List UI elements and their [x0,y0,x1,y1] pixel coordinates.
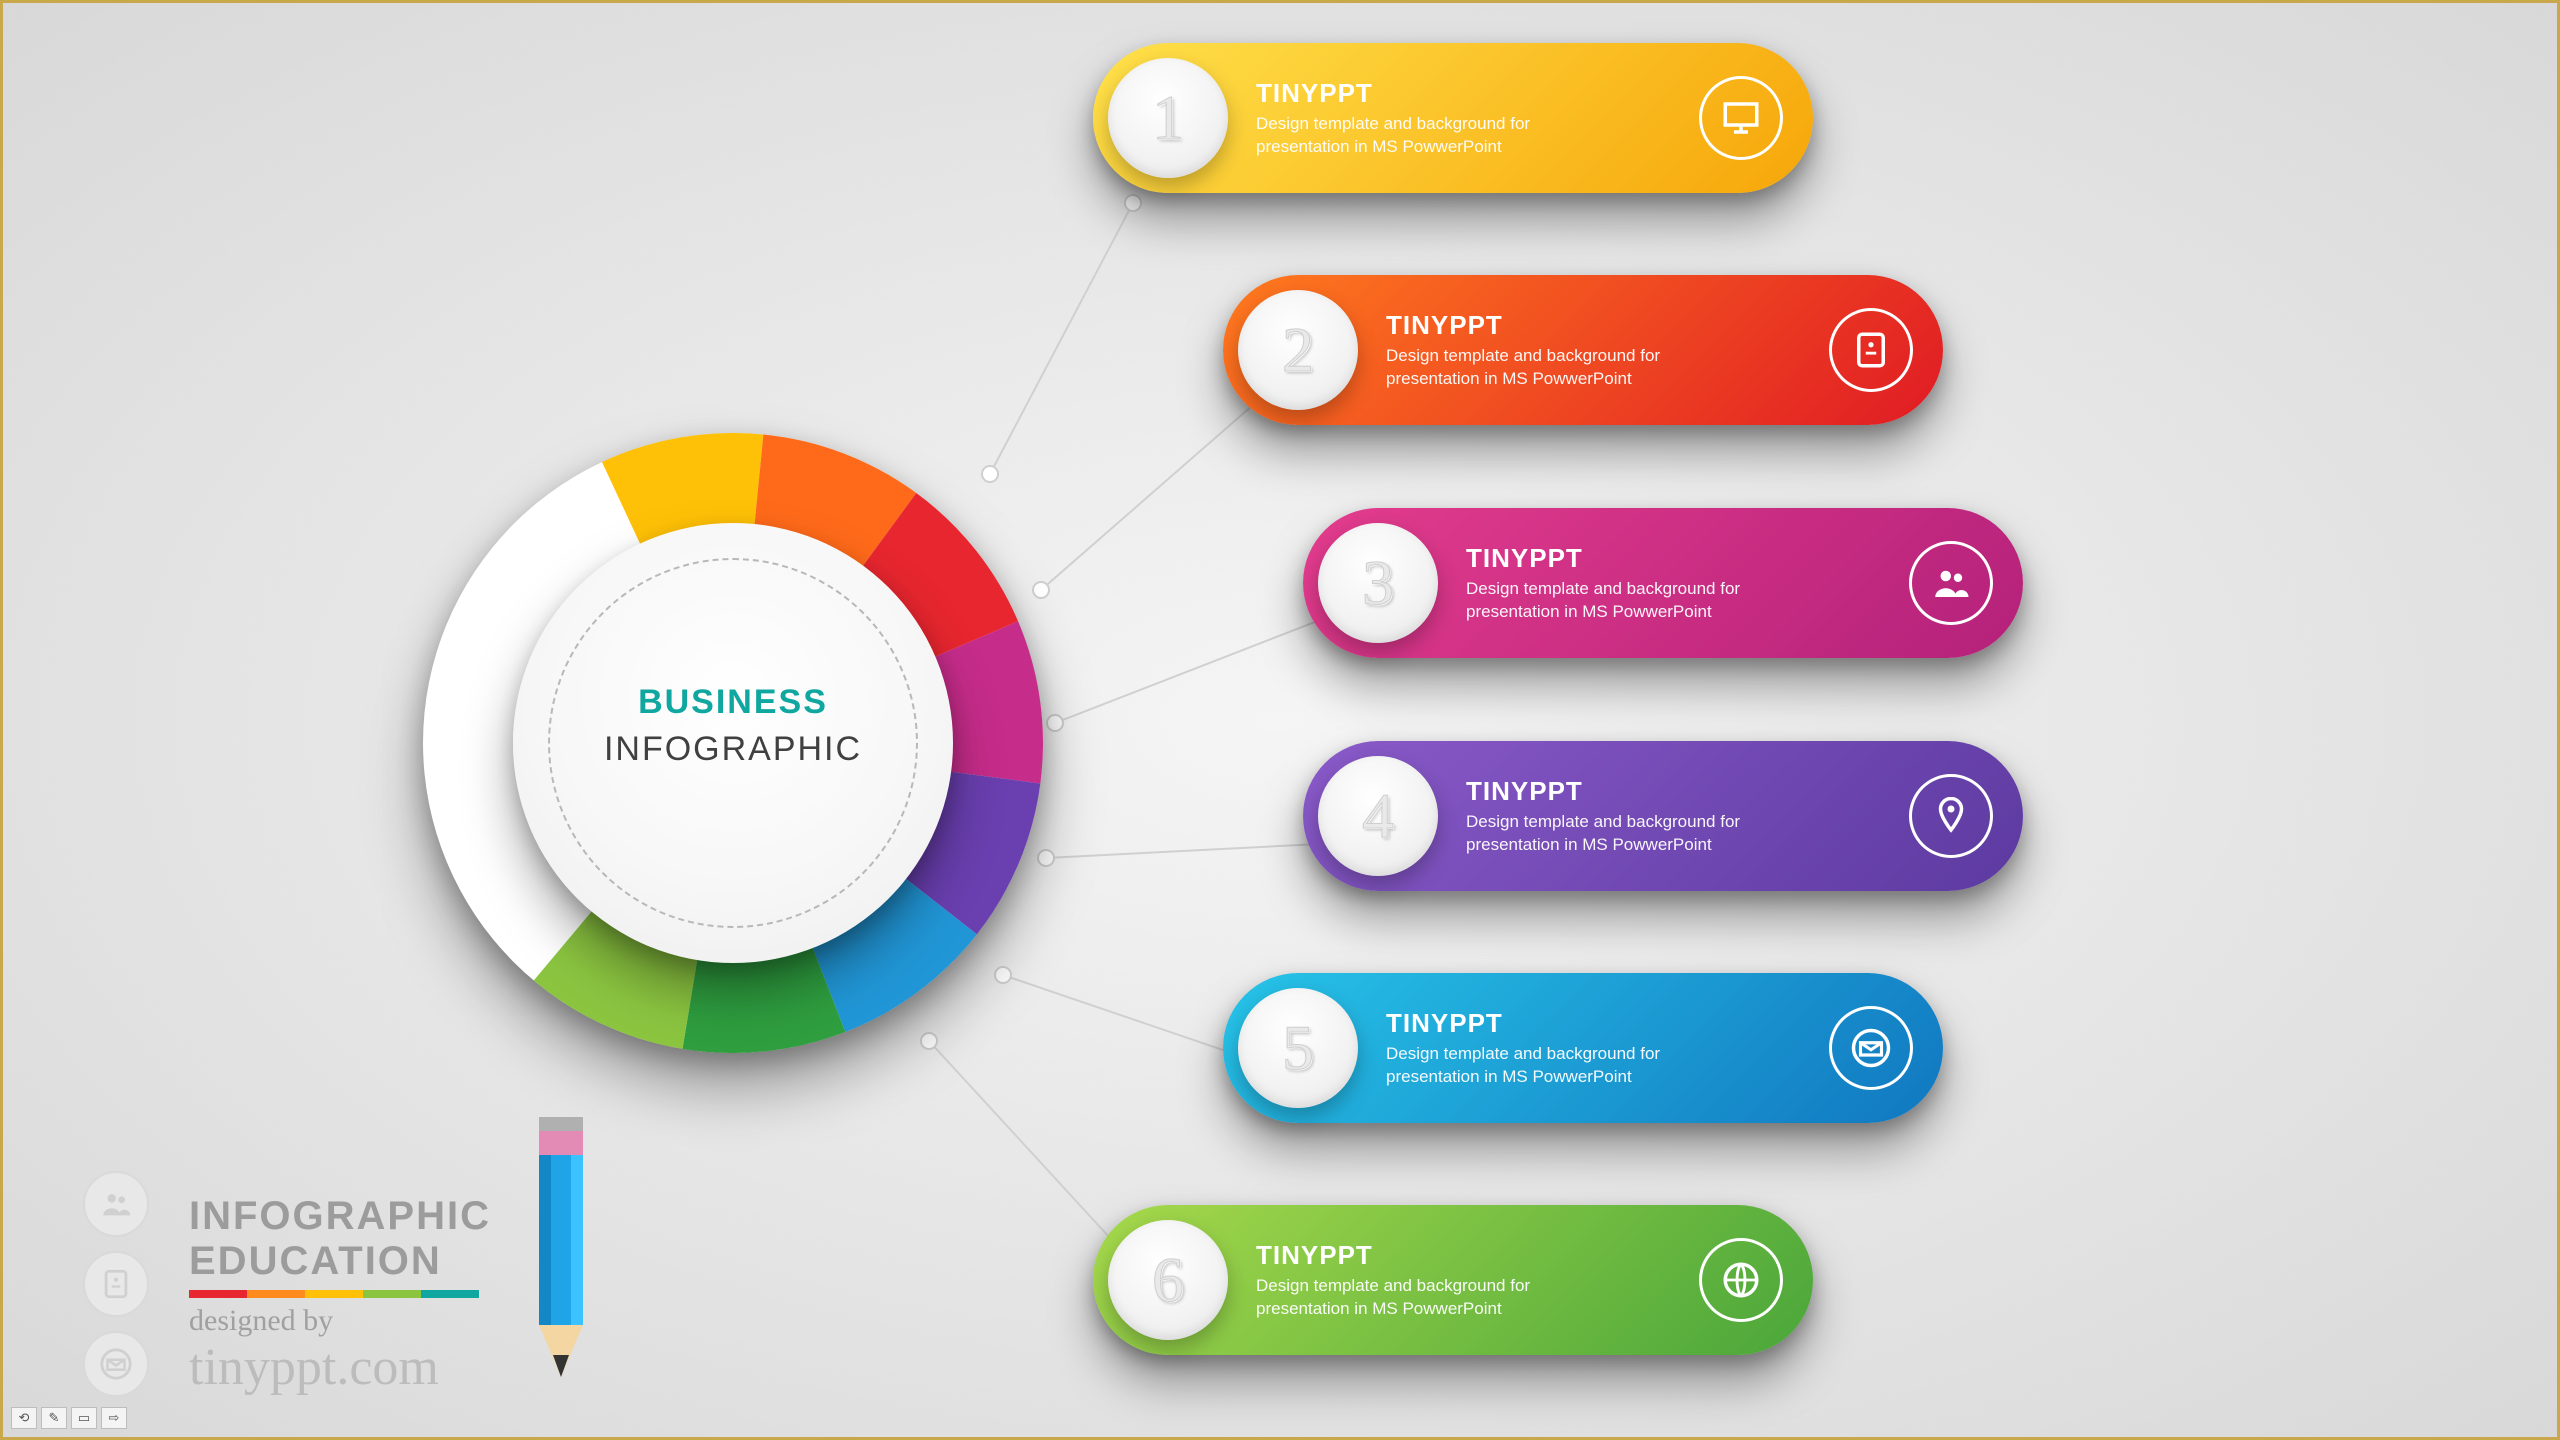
mail-icon [83,1331,149,1397]
hub-title-line2: INFOGRAPHIC [423,730,1043,769]
monitor-icon [1699,76,1783,160]
brand-line2: EDUCATION [189,1239,491,1284]
pencil-icon [521,1077,601,1397]
pill-title: TINYPPT [1466,543,1879,574]
slide-control[interactable]: ⟲ [11,1407,37,1429]
footer-branding: INFOGRAPHIC EDUCATION designed by tinypp… [83,1077,601,1397]
pill-body: TINYPPT Design template and background fo… [1358,310,1829,391]
pill-number-badge: 4 [1318,756,1438,876]
slide-control[interactable]: ▭ [71,1407,97,1429]
pill-number: 6 [1152,1243,1184,1317]
pill-desc: Design template and background for prese… [1466,578,1826,624]
brand-side-icons [83,1171,149,1397]
infographic-stage: BUSINESS INFOGRAPHIC INFOGRAPHIC EDUCATI… [3,3,2557,1437]
globe-icon [1699,1238,1783,1322]
hub-title: BUSINESS INFOGRAPHIC [423,683,1043,769]
pin-icon [1909,774,1993,858]
info-pill-2: 2 TINYPPT Design template and background f… [1223,275,1943,425]
users-icon [83,1171,149,1237]
pill-number: 2 [1282,313,1314,387]
pill-number-badge: 1 [1108,58,1228,178]
pill-title: TINYPPT [1386,1008,1799,1039]
book-icon [1829,308,1913,392]
brand-text: INFOGRAPHIC EDUCATION [189,1194,491,1284]
pill-title: TINYPPT [1386,310,1799,341]
pill-title: TINYPPT [1256,78,1669,109]
pill-number: 5 [1282,1011,1314,1085]
users-icon [1909,541,1993,625]
pill-desc: Design template and background for prese… [1256,1275,1616,1321]
pill-number: 4 [1362,779,1394,853]
info-pill-6: 6 TINYPPT Design template and background f… [1093,1205,1813,1355]
hub-title-line1: BUSINESS [423,683,1043,722]
brand-url: tinyppt.com [189,1338,439,1397]
brand-line1: INFOGRAPHIC [189,1194,491,1239]
pill-desc: Design template and background for prese… [1256,113,1616,159]
pill-title: TINYPPT [1466,776,1879,807]
pill-title: TINYPPT [1256,1240,1669,1271]
pill-body: TINYPPT Design template and background fo… [1438,776,1909,857]
pill-number-badge: 5 [1238,988,1358,1108]
slide-control[interactable]: ✎ [41,1407,67,1429]
pill-body: TINYPPT Design template and background fo… [1438,543,1909,624]
brand-underline [189,1290,479,1298]
pill-body: TINYPPT Design template and background fo… [1228,1240,1699,1321]
slide-control[interactable]: ⇨ [101,1407,127,1429]
info-pill-3: 3 TINYPPT Design template and background f… [1303,508,2023,658]
pill-number-badge: 2 [1238,290,1358,410]
pill-desc: Design template and background for prese… [1386,1043,1746,1089]
info-pill-1: 1 TINYPPT Design template and background f… [1093,43,1813,193]
pill-desc: Design template and background for prese… [1386,345,1746,391]
pill-desc: Design template and background for prese… [1466,811,1826,857]
pill-number: 1 [1152,81,1184,155]
book-icon [83,1251,149,1317]
pill-body: TINYPPT Design template and background fo… [1228,78,1699,159]
mail-icon [1829,1006,1913,1090]
center-hub: BUSINESS INFOGRAPHIC [423,433,1043,1053]
slideshow-controls[interactable]: ⟲✎▭⇨ [11,1407,127,1429]
pill-number: 3 [1362,546,1394,620]
pill-number-badge: 3 [1318,523,1438,643]
pill-number-badge: 6 [1108,1220,1228,1340]
brand-designed-by: designed by [189,1304,333,1338]
info-pill-4: 4 TINYPPT Design template and background f… [1303,741,2023,891]
pill-body: TINYPPT Design template and background fo… [1358,1008,1829,1089]
info-pill-5: 5 TINYPPT Design template and background f… [1223,973,1943,1123]
